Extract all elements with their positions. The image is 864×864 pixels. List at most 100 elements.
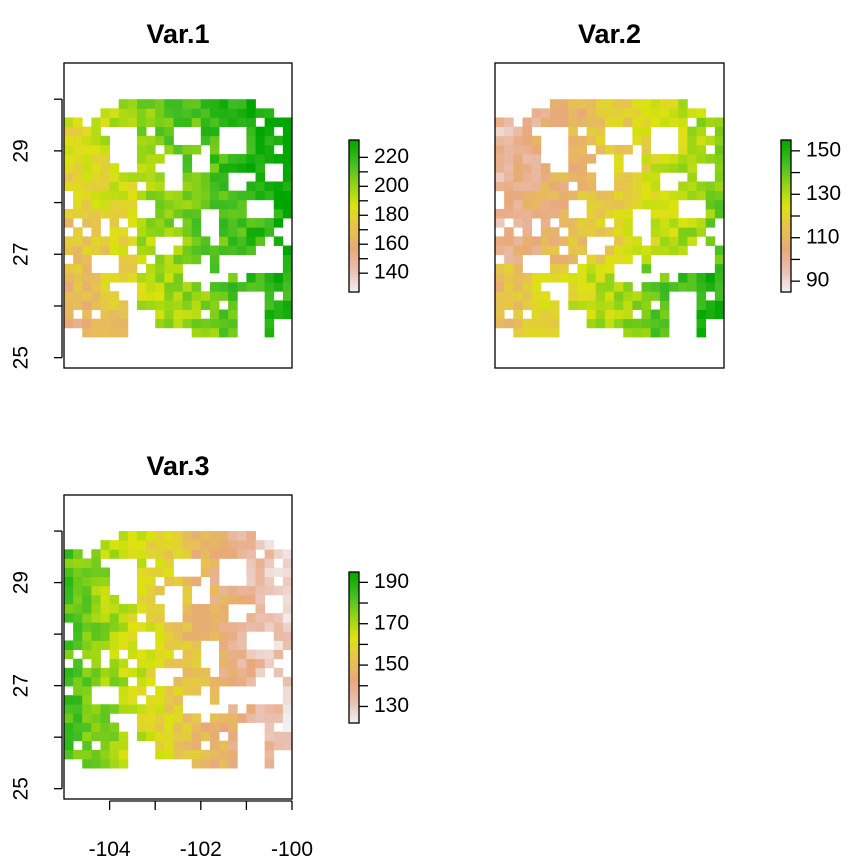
raster-cell [182, 686, 193, 696]
raster-cell [164, 254, 174, 265]
raster-cell [155, 263, 165, 274]
raster-cell [73, 658, 83, 669]
raster-cell [641, 254, 652, 265]
raster-cell [282, 144, 293, 155]
raster-cell [282, 613, 293, 623]
raster-cell [228, 731, 238, 742]
raster-cell [100, 272, 110, 283]
raster-cell [669, 282, 679, 292]
legend-swatch [349, 178, 359, 182]
raster-cell [632, 199, 642, 210]
raster-cell [531, 190, 542, 201]
raster-cell [173, 704, 183, 714]
raster-cell [109, 117, 120, 128]
raster-cell [200, 199, 211, 210]
raster-cell [228, 585, 238, 596]
legend-swatch [349, 261, 359, 265]
raster-cell [504, 208, 514, 219]
raster-cell [136, 126, 147, 137]
raster-cell [182, 604, 193, 614]
raster-cell [146, 704, 156, 714]
raster-cell [255, 576, 266, 587]
legend-swatch [349, 642, 359, 646]
raster-cell [531, 144, 542, 155]
legend-swatch [349, 281, 359, 285]
legend-tick-label: 140 [374, 261, 409, 284]
raster-cell [641, 135, 652, 146]
legend-swatch [349, 717, 359, 721]
raster-cell [513, 318, 523, 329]
raster-cell [100, 245, 110, 256]
legend-swatch [349, 655, 359, 659]
raster-cell [209, 722, 220, 733]
raster-cell [549, 199, 560, 210]
raster-cell [522, 291, 533, 301]
raster-cell [155, 704, 165, 714]
raster-cell [209, 731, 220, 742]
raster-cell [164, 631, 174, 641]
raster-cell [118, 272, 129, 283]
raster-cell [146, 731, 156, 742]
legend-swatch [349, 644, 359, 648]
raster-cell [678, 108, 688, 118]
raster-cell [100, 108, 110, 118]
raster-cell [136, 117, 147, 128]
raster-cell [182, 713, 193, 723]
raster-cell [237, 154, 247, 164]
raster-cell [714, 309, 725, 320]
raster-cell [82, 567, 92, 578]
raster-cell [182, 172, 193, 182]
raster-cell [200, 676, 211, 687]
raster-cell [164, 731, 174, 742]
raster-cell [237, 658, 247, 669]
raster-cell [623, 254, 633, 265]
raster-cell [173, 540, 183, 550]
raster-cell [504, 300, 514, 310]
raster-cell [549, 245, 560, 256]
raster-cell [614, 163, 624, 173]
raster-cell [255, 622, 266, 632]
raster-cell [118, 731, 129, 742]
legend-swatch [349, 254, 359, 258]
raster-cell [623, 291, 633, 301]
legend-swatch [349, 279, 359, 283]
raster-cell [118, 172, 129, 182]
raster-cell [255, 172, 266, 182]
legend-swatch [349, 226, 359, 230]
raster-cell [540, 208, 551, 219]
raster-cell [73, 300, 83, 310]
raster-cell [641, 327, 652, 338]
legend-swatch [349, 271, 359, 275]
legend-swatch [349, 685, 359, 689]
raster-cell [219, 163, 229, 173]
raster-cell [559, 208, 569, 219]
raster-cell [91, 576, 101, 587]
raster-cell [522, 135, 533, 146]
raster-cell [191, 327, 202, 338]
legend-tick-label: 150 [806, 138, 841, 161]
raster-cell [182, 531, 193, 541]
raster-cell [91, 731, 101, 742]
raster-cell [604, 117, 615, 128]
raster-cell [73, 199, 83, 210]
raster-cell [577, 154, 587, 164]
raster-cell [173, 658, 183, 669]
y-tick-label: 27 [10, 243, 33, 266]
raster-cell [714, 117, 725, 128]
raster-cell [219, 749, 229, 760]
raster-cell [109, 740, 120, 751]
raster-cell [595, 99, 606, 109]
raster-cell [100, 282, 110, 292]
raster-cell [91, 585, 101, 596]
raster-cell [109, 622, 120, 632]
raster-cell [164, 126, 174, 137]
raster-cell [504, 144, 514, 155]
raster-cell [540, 199, 551, 210]
raster-cell [623, 144, 633, 155]
raster-cell [209, 686, 220, 696]
raster-cell [549, 254, 560, 265]
raster-cell [118, 300, 129, 310]
raster-cell [623, 309, 633, 320]
raster-cell [219, 549, 229, 559]
raster-cell [73, 576, 83, 587]
